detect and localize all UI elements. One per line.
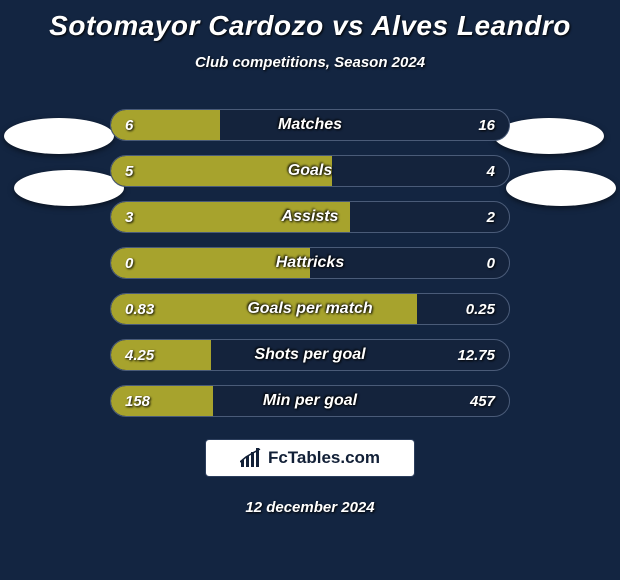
stat-right-value: 0.25 — [452, 294, 509, 324]
player-right-ellipse-2 — [506, 170, 616, 206]
brand-logo-icon — [240, 448, 262, 468]
player-left-ellipse-2 — [14, 170, 124, 206]
stat-right-value: 16 — [464, 110, 509, 140]
stat-bar-left-fill — [111, 340, 211, 370]
stat-right-value: 4 — [473, 156, 509, 186]
brand-badge[interactable]: FcTables.com — [205, 439, 415, 477]
subtitle: Club competitions, Season 2024 — [0, 54, 620, 71]
stat-row: 158 Min per goal 457 — [110, 385, 510, 417]
stat-bar-left-fill — [111, 110, 220, 140]
stat-right-value: 457 — [456, 386, 509, 416]
stat-bar-track: 5 Goals 4 — [110, 155, 510, 187]
stat-row: 0 Hattricks 0 — [110, 247, 510, 279]
stat-bar-track: 4.25 Shots per goal 12.75 — [110, 339, 510, 371]
stat-bar-left-fill — [111, 156, 332, 186]
stat-rows: 6 Matches 16 5 Goals 4 3 Assists 2 — [0, 109, 620, 417]
stat-bar-track: 6 Matches 16 — [110, 109, 510, 141]
stat-row: 6 Matches 16 — [110, 109, 510, 141]
stat-row: 0.83 Goals per match 0.25 — [110, 293, 510, 325]
stat-bar-left-fill — [111, 294, 417, 324]
stat-bar-left-fill — [111, 202, 350, 232]
stat-bar-track: 3 Assists 2 — [110, 201, 510, 233]
stat-bar-left-fill — [111, 386, 213, 416]
stat-row: 4.25 Shots per goal 12.75 — [110, 339, 510, 371]
stat-bar-left-fill — [111, 248, 310, 278]
player-left-ellipse-1 — [4, 118, 114, 154]
page-title: Sotomayor Cardozo vs Alves Leandro — [0, 10, 620, 42]
stat-row: 3 Assists 2 — [110, 201, 510, 233]
stat-right-value: 0 — [473, 248, 509, 278]
stat-bar-track: 0.83 Goals per match 0.25 — [110, 293, 510, 325]
player-right-ellipse-1 — [494, 118, 604, 154]
stat-right-value: 2 — [473, 202, 509, 232]
stat-bar-track: 0 Hattricks 0 — [110, 247, 510, 279]
stat-right-value: 12.75 — [443, 340, 509, 370]
footer-date: 12 december 2024 — [0, 499, 620, 516]
stat-bar-track: 158 Min per goal 457 — [110, 385, 510, 417]
comparison-card: Sotomayor Cardozo vs Alves Leandro Club … — [0, 0, 620, 580]
brand-text: FcTables.com — [268, 448, 380, 468]
stat-row: 5 Goals 4 — [110, 155, 510, 187]
